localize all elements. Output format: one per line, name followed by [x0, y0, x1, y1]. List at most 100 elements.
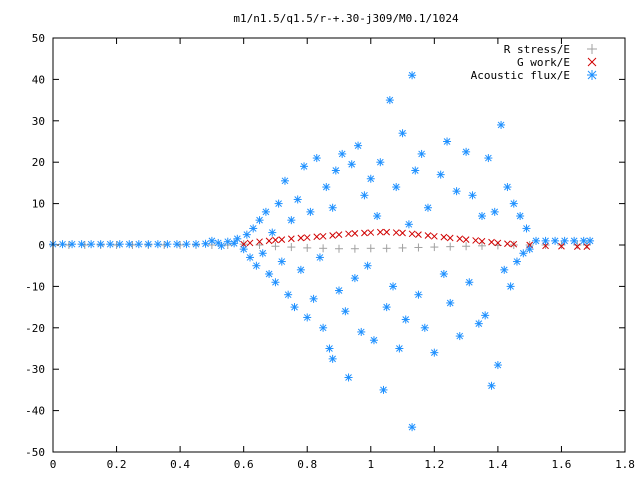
acoustic-flux-point	[363, 261, 372, 270]
g-work-point	[345, 230, 352, 238]
acoustic-flux-point	[335, 286, 343, 295]
acoustic-flux-point	[246, 253, 255, 262]
acoustic-flux-point	[77, 240, 86, 249]
g-work-point	[376, 228, 384, 236]
y-tick-label: 0	[38, 239, 45, 252]
acoustic-flux-point	[223, 237, 232, 246]
acoustic-flux-point	[525, 245, 534, 254]
legend-label-acoustic-flux: Acoustic flux/E	[471, 69, 570, 82]
acoustic-flux-point	[125, 240, 134, 249]
legend: R stress/E G work/E Acoustic flux/E	[471, 43, 597, 82]
acoustic-flux-point	[484, 154, 493, 163]
acoustic-flux-point	[373, 212, 382, 221]
acoustic-flux-point	[201, 239, 210, 248]
y-axis-ticks: 50 40 30 20 10 0 -10 -20 -30 -40 -50	[25, 32, 625, 459]
y-tick-label: -30	[25, 363, 45, 376]
chart-title: m1/n1.5/q1.5/r-+.30-j309/M0.1/1024	[233, 12, 459, 25]
acoustic-flux-point	[474, 319, 483, 328]
acoustic-flux-point	[312, 154, 321, 163]
acoustic-flux-point	[500, 265, 509, 274]
acoustic-flux-point	[277, 257, 286, 266]
g-work-point	[399, 229, 406, 237]
acoustic-flux-point	[58, 240, 67, 249]
r-stress-point	[430, 243, 439, 252]
r-stress-point	[366, 244, 375, 253]
g-work-point	[542, 242, 549, 250]
x-tick-label: 0.8	[297, 458, 317, 471]
g-work-point	[415, 231, 422, 239]
acoustic-flux-point	[287, 216, 296, 225]
acoustic-flux-point	[560, 236, 569, 245]
acoustic-flux-point	[401, 315, 410, 324]
r-stress-point	[414, 243, 423, 252]
g-work-point	[383, 228, 391, 236]
g-work-point	[319, 232, 327, 240]
acoustic-flux-point	[541, 236, 550, 245]
acoustic-flux-point	[509, 199, 518, 208]
x-axis-ticks: 0 0.2 0.4 0.6 0.8 1 1.2 1.4 1.6 1.8	[50, 38, 635, 471]
acoustic-flux-point	[468, 191, 477, 200]
acoustic-flux-point	[423, 203, 432, 212]
acoustic-flux-point	[172, 240, 181, 249]
g-work-point	[265, 237, 273, 245]
acoustic-flux-point	[420, 323, 429, 332]
acoustic-flux-point	[369, 336, 378, 345]
acoustic-flux-point	[481, 311, 490, 320]
acoustic-flux-point	[284, 290, 293, 299]
r-stress-point	[287, 243, 296, 252]
acoustic-flux-point	[516, 212, 525, 221]
acoustic-flux-point	[478, 212, 486, 221]
acoustic-flux-point	[493, 361, 502, 370]
r-stress-point	[398, 243, 407, 252]
acoustic-flux-point	[325, 344, 334, 353]
y-tick-label: -50	[25, 446, 45, 459]
g-work-point	[303, 234, 311, 241]
acoustic-flux-point	[68, 240, 77, 249]
acoustic-flux-point	[398, 129, 407, 138]
x-tick-label: 0	[50, 458, 57, 471]
acoustic-flux-point	[452, 187, 461, 196]
y-tick-label: -10	[25, 280, 45, 293]
legend-label-g-work: G work/E	[517, 56, 570, 69]
acoustic-flux-point	[532, 236, 541, 245]
acoustic-flux-point	[265, 269, 274, 278]
g-work-point	[351, 230, 359, 237]
acoustic-flux-point	[389, 282, 398, 291]
x-tick-label: 1.8	[615, 458, 635, 471]
acoustic-flux-point	[87, 240, 96, 249]
acoustic-flux-point	[163, 240, 172, 249]
acoustic-flux-point	[331, 166, 340, 175]
acoustic-flux-point	[350, 274, 359, 283]
acoustic-flux-point	[414, 290, 423, 299]
y-tick-label: 50	[32, 32, 45, 45]
r-stress-point	[582, 241, 591, 249]
acoustic-flux-point	[271, 278, 280, 287]
acoustic-flux-point	[303, 313, 312, 322]
y-tick-label: 10	[32, 198, 45, 211]
acoustic-flux-point	[217, 241, 226, 250]
g-work-point	[478, 237, 486, 245]
acoustic-flux-point	[551, 236, 560, 245]
g-work-point	[558, 242, 565, 250]
g-work-point	[494, 239, 502, 247]
r-stress-point	[319, 244, 328, 253]
acoustic-flux-point	[274, 199, 283, 208]
acoustic-flux-point	[376, 158, 385, 167]
acoustic-flux-point	[319, 323, 328, 332]
acoustic-flux-point	[230, 239, 239, 248]
y-tick-label: 20	[32, 156, 45, 169]
acoustic-flux-point	[503, 183, 512, 192]
acoustic-flux-point	[242, 230, 251, 239]
acoustic-flux-point	[322, 183, 331, 192]
acoustic-flux-point	[347, 160, 356, 169]
r-stress-point	[303, 243, 312, 252]
acoustic-flux-point	[487, 381, 496, 390]
acoustic-flux-point	[252, 261, 261, 270]
y-tick-label: -20	[25, 322, 45, 335]
r-stress-point	[271, 242, 280, 251]
r-stress-point	[335, 244, 343, 253]
acoustic-flux-point	[519, 249, 528, 258]
y-tick-label: 40	[32, 73, 45, 86]
y-tick-label: 30	[32, 115, 45, 128]
